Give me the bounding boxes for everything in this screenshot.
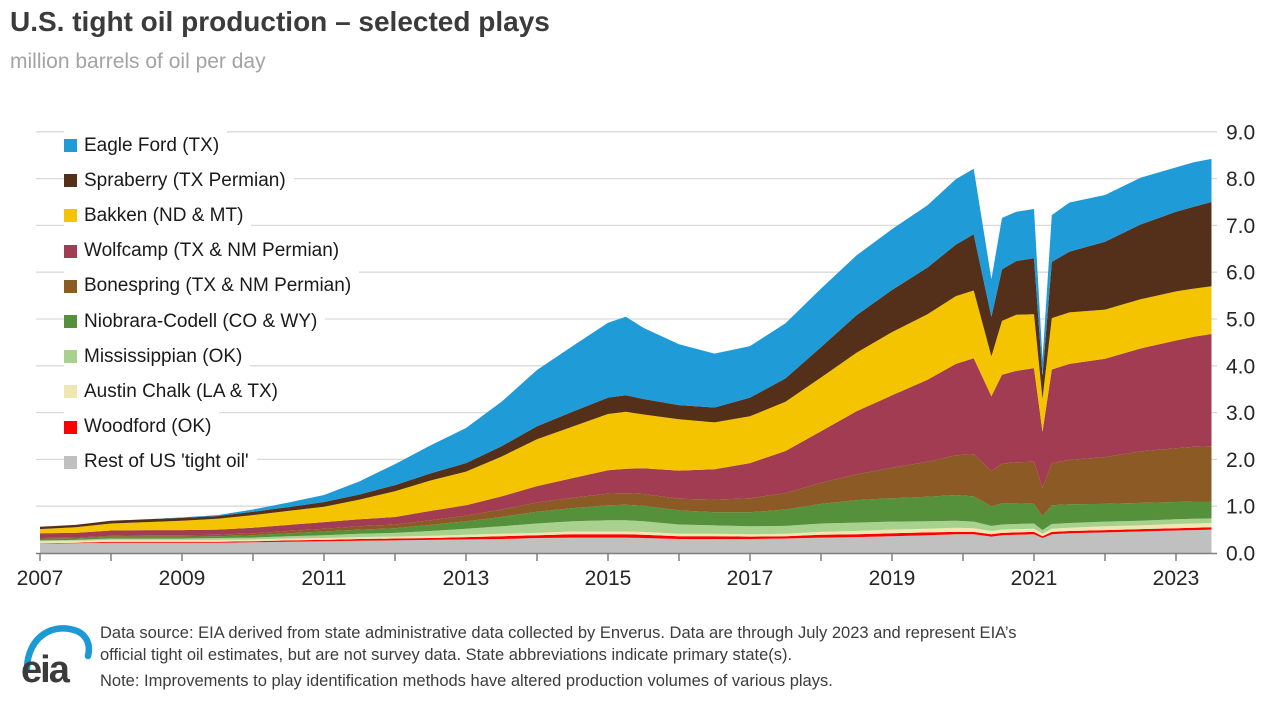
legend-item-spraberry-tx-permian-: Spraberry (TX Permian) (64, 163, 294, 199)
note-text: Note: Improvements to play identificatio… (100, 672, 833, 690)
legend-swatch (64, 315, 77, 329)
legend-item-austin-chalk-la-tx-: Austin Chalk (LA & TX) (64, 374, 286, 410)
legend-label: Bakken (ND & MT) (84, 204, 244, 226)
legend-swatch (64, 209, 77, 223)
legend-item-woodford-ok-: Woodford (OK) (64, 409, 220, 445)
area-series-mississippian-ok- (40, 518, 1212, 542)
legend-swatch (64, 139, 77, 153)
legend-label: Niobrara-Codell (CO & WY) (84, 310, 318, 332)
source-text-line2: official tight oil estimates, but are no… (100, 646, 793, 664)
area-series-austin-chalk-la-tx- (40, 523, 1212, 544)
legend-item-mississippian-ok-: Mississippian (OK) (64, 339, 251, 375)
x-tick-label: 2009 (159, 567, 206, 590)
source-text-line1: Data source: EIA derived from state admi… (100, 624, 1017, 642)
legend-swatch (64, 385, 77, 399)
y-tick-label: 1.0 (1226, 496, 1255, 519)
area-series-rest-of-us-tight-oil- (40, 529, 1212, 553)
footer-text: Data source: EIA derived from state admi… (100, 622, 1265, 692)
y-tick-label: 2.0 (1226, 449, 1255, 472)
legend-swatch (64, 279, 77, 293)
y-tick-label: 7.0 (1226, 215, 1255, 238)
legend-swatch (64, 420, 77, 434)
x-tick-label: 2015 (585, 567, 632, 590)
legend-label: Rest of US 'tight oil' (84, 451, 249, 473)
legend-item-wolfcamp-tx-nm-permian-: Wolfcamp (TX & NM Permian) (64, 233, 348, 269)
legend-label: Austin Chalk (LA & TX) (84, 380, 278, 402)
legend-label: Mississippian (OK) (84, 345, 243, 367)
y-tick-label: 0.0 (1226, 543, 1255, 566)
legend-item-bakken-nd-mt-: Bakken (ND & MT) (64, 198, 252, 234)
area-series-niobrara-codell-co-wy- (40, 495, 1212, 541)
y-tick-label: 3.0 (1226, 402, 1255, 425)
area-series-wolfcamp-tx-nm-permian- (40, 334, 1212, 538)
legend-label: Woodford (OK) (84, 416, 212, 438)
legend-label: Eagle Ford (TX) (84, 134, 220, 156)
area-series-bonespring-tx-nm-permian- (40, 446, 1212, 539)
legend-item-bonespring-tx-nm-permian-: Bonespring (TX & NM Permian) (64, 268, 360, 304)
legend: Eagle Ford (TX) Spraberry (TX Permian) Bak… (64, 128, 360, 480)
y-tick-label: 5.0 (1226, 309, 1255, 332)
legend-item-niobrara-codell-co-wy-: Niobrara-Codell (CO & WY) (64, 303, 326, 340)
chart-subtitle: million barrels of oil per day (10, 50, 266, 73)
legend-swatch (64, 174, 77, 188)
x-tick-label: 2021 (1011, 567, 1058, 590)
legend-swatch (64, 244, 77, 258)
legend-item-rest-of-us-tight-oil-: Rest of US 'tight oil' (64, 444, 257, 480)
area-series-bakken-nd-mt- (40, 286, 1212, 534)
x-tick-label: 2007 (17, 567, 64, 590)
area-series-spraberry-tx-permian- (40, 202, 1212, 530)
x-tick-label: 2019 (869, 567, 916, 590)
x-tick-label: 2011 (301, 567, 346, 590)
y-tick-label: 4.0 (1226, 355, 1255, 378)
eia-logo-text: eia (21, 649, 71, 690)
chart-title: U.S. tight oil production – selected pla… (10, 6, 550, 37)
x-tick-label: 2017 (727, 567, 774, 590)
legend-label: Bonespring (TX & NM Permian) (84, 275, 352, 297)
x-tick-label: 2023 (1153, 567, 1200, 590)
y-tick-label: 9.0 (1226, 121, 1255, 144)
legend-item-eagle-ford-tx-: Eagle Ford (TX) (64, 128, 228, 164)
area-series-eagle-ford-tx- (40, 158, 1212, 527)
legend-label: Spraberry (TX Permian) (84, 169, 286, 191)
area-series-woodford-ok- (40, 527, 1212, 544)
x-tick-label: 2013 (443, 567, 490, 590)
y-tick-label: 6.0 (1226, 262, 1255, 285)
eia-logo-swoosh (23, 625, 93, 672)
legend-label: Wolfcamp (TX & NM Permian) (84, 240, 340, 262)
y-tick-label: 8.0 (1226, 168, 1255, 191)
eia-logo: eia (21, 625, 93, 690)
legend-swatch (64, 455, 77, 469)
legend-swatch (64, 350, 77, 364)
